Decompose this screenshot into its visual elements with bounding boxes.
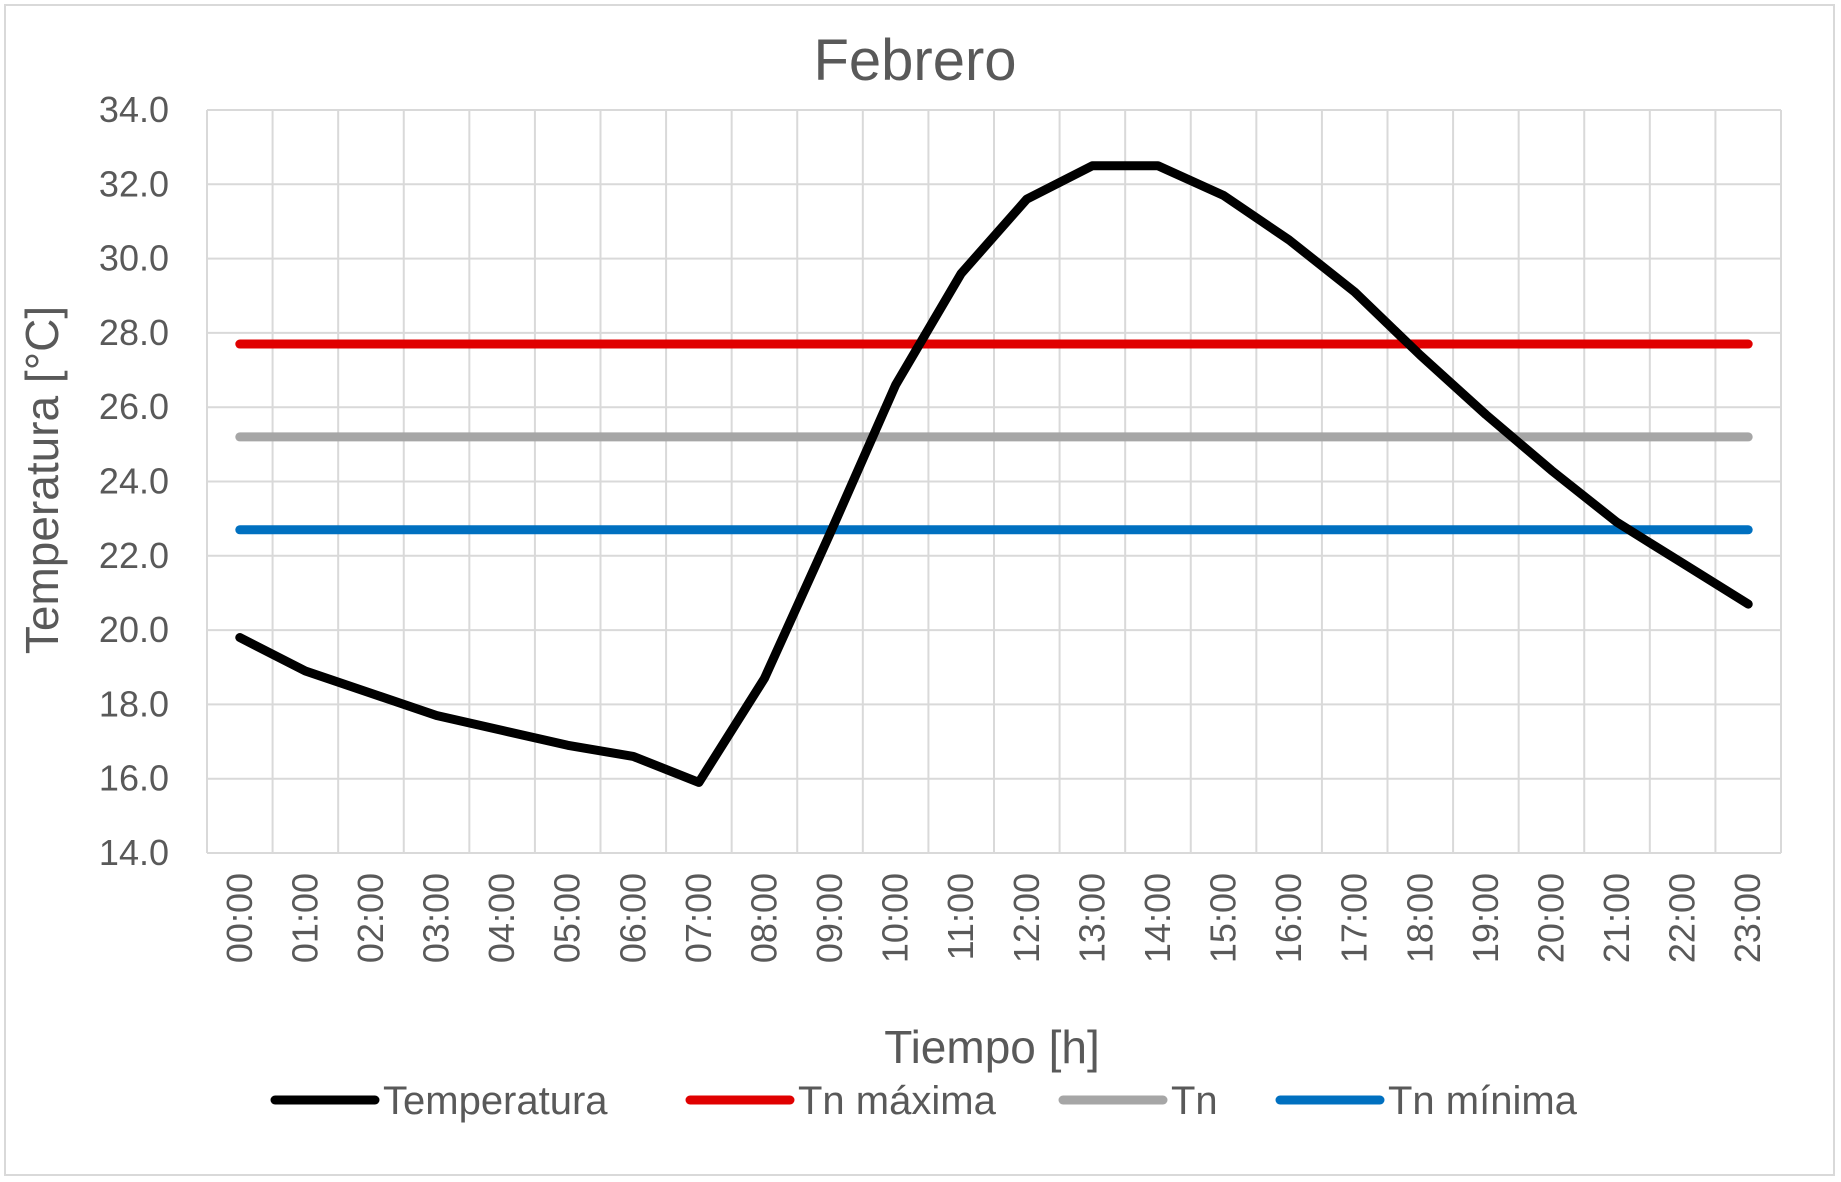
y-tick-label: 34.0 [99, 89, 169, 130]
x-axis-title: Tiempo [h] [884, 1021, 1100, 1073]
y-tick-label: 16.0 [99, 758, 169, 799]
x-tick-label: 06:00 [612, 873, 653, 963]
gridlines [206, 109, 1782, 854]
y-tick-label: 28.0 [99, 312, 169, 353]
y-axis-title: Temperatura [°C] [16, 306, 68, 654]
y-tick-label: 22.0 [99, 535, 169, 576]
y-tick-label: 32.0 [99, 163, 169, 204]
x-tick-label: 11:00 [940, 873, 981, 960]
y-tick-label: 20.0 [99, 609, 169, 650]
x-tick-label: 20:00 [1530, 873, 1571, 963]
x-tick-label: 00:00 [219, 873, 260, 963]
x-tick-label: 05:00 [547, 873, 588, 963]
x-tick-label: 23:00 [1727, 873, 1768, 963]
x-tick-label: 04:00 [481, 873, 522, 963]
legend-label: Tn máxima [798, 1079, 997, 1123]
legend-label: Tn mínima [1388, 1079, 1578, 1123]
x-tick-label: 18:00 [1399, 873, 1440, 963]
x-tick-label: 19:00 [1465, 873, 1506, 963]
x-tick-label: 16:00 [1268, 873, 1309, 963]
x-tick-label: 10:00 [875, 873, 916, 963]
x-tick-label: 17:00 [1334, 873, 1375, 963]
y-tick-label: 24.0 [99, 461, 169, 502]
chart-title: Febrero [813, 28, 1016, 93]
series-line-0 [235, 161, 1753, 787]
x-axis-ticks: 00:00 01:00 02:00 03:00 04:00 05:00 06:00 07:00… [219, 873, 1768, 963]
x-tick-label: 15:00 [1203, 873, 1244, 963]
x-tick-label: 21:00 [1596, 873, 1637, 963]
legend: Temperatura Tn máxima Tn Tn mínima [270, 1079, 1578, 1123]
x-tick-label: 03:00 [416, 873, 457, 963]
x-tick-label: 09:00 [809, 873, 850, 963]
x-tick-label: 14:00 [1137, 873, 1178, 963]
y-tick-label: 14.0 [99, 832, 169, 873]
y-tick-label: 30.0 [99, 238, 169, 279]
y-axis-ticks: 14.0 16.0 18.0 20.0 22.0 24.0 26.0 28.0 30.0 32.0… [99, 89, 169, 873]
x-tick-label: 07:00 [678, 873, 719, 963]
x-tick-label: 02:00 [350, 873, 391, 963]
x-tick-label: 01:00 [284, 873, 325, 963]
x-tick-label: 12:00 [1006, 873, 1047, 963]
series-lines [235, 161, 1753, 787]
x-tick-label: 08:00 [743, 873, 784, 963]
chart-frame [4, 4, 1835, 1176]
y-tick-label: 18.0 [99, 683, 169, 724]
x-tick-label: 22:00 [1662, 873, 1703, 963]
y-tick-label: 26.0 [99, 386, 169, 427]
legend-label: Temperatura [383, 1079, 608, 1123]
legend-label: Tn [1171, 1079, 1218, 1123]
x-tick-label: 13:00 [1071, 873, 1112, 963]
